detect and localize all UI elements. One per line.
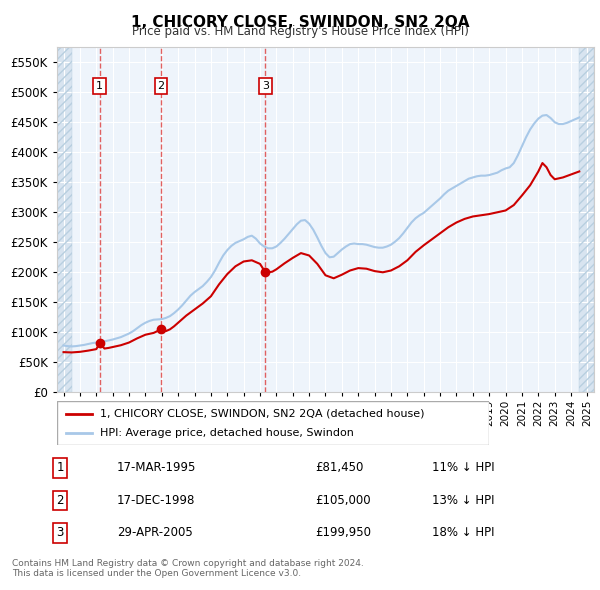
Text: 13% ↓ HPI: 13% ↓ HPI bbox=[432, 494, 494, 507]
Text: 11% ↓ HPI: 11% ↓ HPI bbox=[432, 461, 494, 474]
Text: £81,450: £81,450 bbox=[315, 461, 364, 474]
Text: This data is licensed under the Open Government Licence v3.0.: This data is licensed under the Open Gov… bbox=[12, 569, 301, 578]
Text: HPI: Average price, detached house, Swindon: HPI: Average price, detached house, Swin… bbox=[100, 428, 354, 438]
Text: 2: 2 bbox=[158, 81, 164, 91]
Text: 1: 1 bbox=[56, 461, 64, 474]
Text: 18% ↓ HPI: 18% ↓ HPI bbox=[432, 526, 494, 539]
Bar bbox=[57, 44, 72, 392]
Text: 17-DEC-1998: 17-DEC-1998 bbox=[117, 494, 196, 507]
Text: £105,000: £105,000 bbox=[315, 494, 371, 507]
Text: Contains HM Land Registry data © Crown copyright and database right 2024.: Contains HM Land Registry data © Crown c… bbox=[12, 559, 364, 568]
Bar bbox=[579, 44, 594, 392]
Text: 29-APR-2005: 29-APR-2005 bbox=[117, 526, 193, 539]
Bar bbox=[579, 44, 594, 392]
Text: 3: 3 bbox=[56, 526, 64, 539]
FancyBboxPatch shape bbox=[57, 401, 489, 445]
Text: 17-MAR-1995: 17-MAR-1995 bbox=[117, 461, 196, 474]
Bar bbox=[57, 44, 72, 392]
Text: 2: 2 bbox=[56, 494, 64, 507]
Text: 1, CHICORY CLOSE, SWINDON, SN2 2QA: 1, CHICORY CLOSE, SWINDON, SN2 2QA bbox=[131, 15, 469, 30]
Text: 3: 3 bbox=[262, 81, 269, 91]
Text: £199,950: £199,950 bbox=[315, 526, 371, 539]
Text: 1, CHICORY CLOSE, SWINDON, SN2 2QA (detached house): 1, CHICORY CLOSE, SWINDON, SN2 2QA (deta… bbox=[100, 409, 425, 418]
Text: Price paid vs. HM Land Registry's House Price Index (HPI): Price paid vs. HM Land Registry's House … bbox=[131, 25, 469, 38]
Text: 1: 1 bbox=[96, 81, 103, 91]
